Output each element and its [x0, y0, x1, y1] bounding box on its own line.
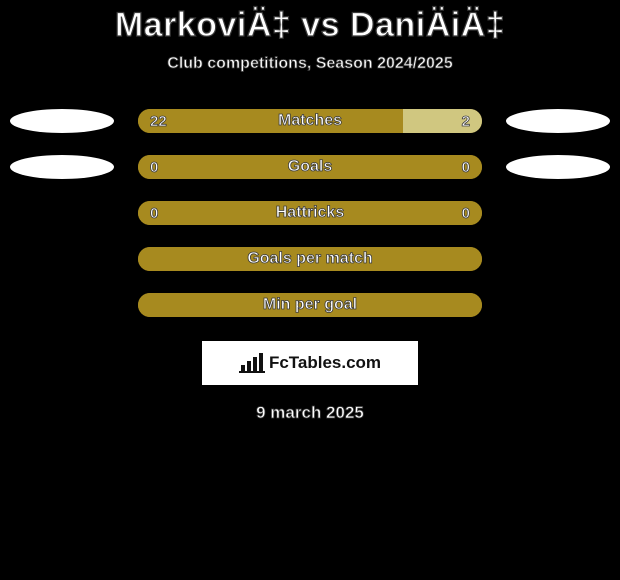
stat-value-left: 0: [150, 155, 158, 179]
stat-row: Goals per match: [2, 247, 618, 271]
stat-bar: Hattricks0 0: [138, 201, 482, 225]
stat-label: Min per goal: [138, 293, 482, 317]
stat-row: Hattricks0 0: [2, 201, 618, 225]
player-right-oval: [506, 155, 610, 179]
stat-row: Matches222: [2, 109, 618, 133]
stat-row: Goals0 0: [2, 155, 618, 179]
stat-label: Goals: [138, 155, 482, 179]
page-root: MarkoviÄ‡ vs DaniÄiÄ‡ Club competitions,…: [0, 0, 620, 580]
stat-label: Goals per match: [138, 247, 482, 271]
stat-label: Matches: [138, 109, 482, 133]
bar-chart-icon: [239, 353, 265, 373]
stat-row: Min per goal: [2, 293, 618, 317]
player-left-oval: [10, 155, 114, 179]
stat-value-left: 22: [150, 109, 167, 133]
stat-value-left: 0: [150, 201, 158, 225]
page-subtitle: Club competitions, Season 2024/2025: [167, 55, 452, 73]
stat-value-right: 2: [462, 109, 470, 133]
date-text: 9 march 2025: [256, 403, 364, 423]
stat-label: Hattricks: [138, 201, 482, 225]
stat-bar: Goals0 0: [138, 155, 482, 179]
stat-value-right: 0: [462, 201, 470, 225]
stat-bar: Goals per match: [138, 247, 482, 271]
stat-value-right: 0: [462, 155, 470, 179]
page-title: MarkoviÄ‡ vs DaniÄiÄ‡: [115, 6, 505, 45]
player-right-oval: [506, 109, 610, 133]
stat-bar: Min per goal: [138, 293, 482, 317]
player-left-oval: [10, 109, 114, 133]
logo-box[interactable]: FcTables.com: [202, 341, 418, 385]
stats-container: Matches222Goals00Hattricks00Goals per ma…: [2, 109, 618, 339]
logo-text: FcTables.com: [269, 353, 381, 373]
stat-bar: Matches222: [138, 109, 482, 133]
